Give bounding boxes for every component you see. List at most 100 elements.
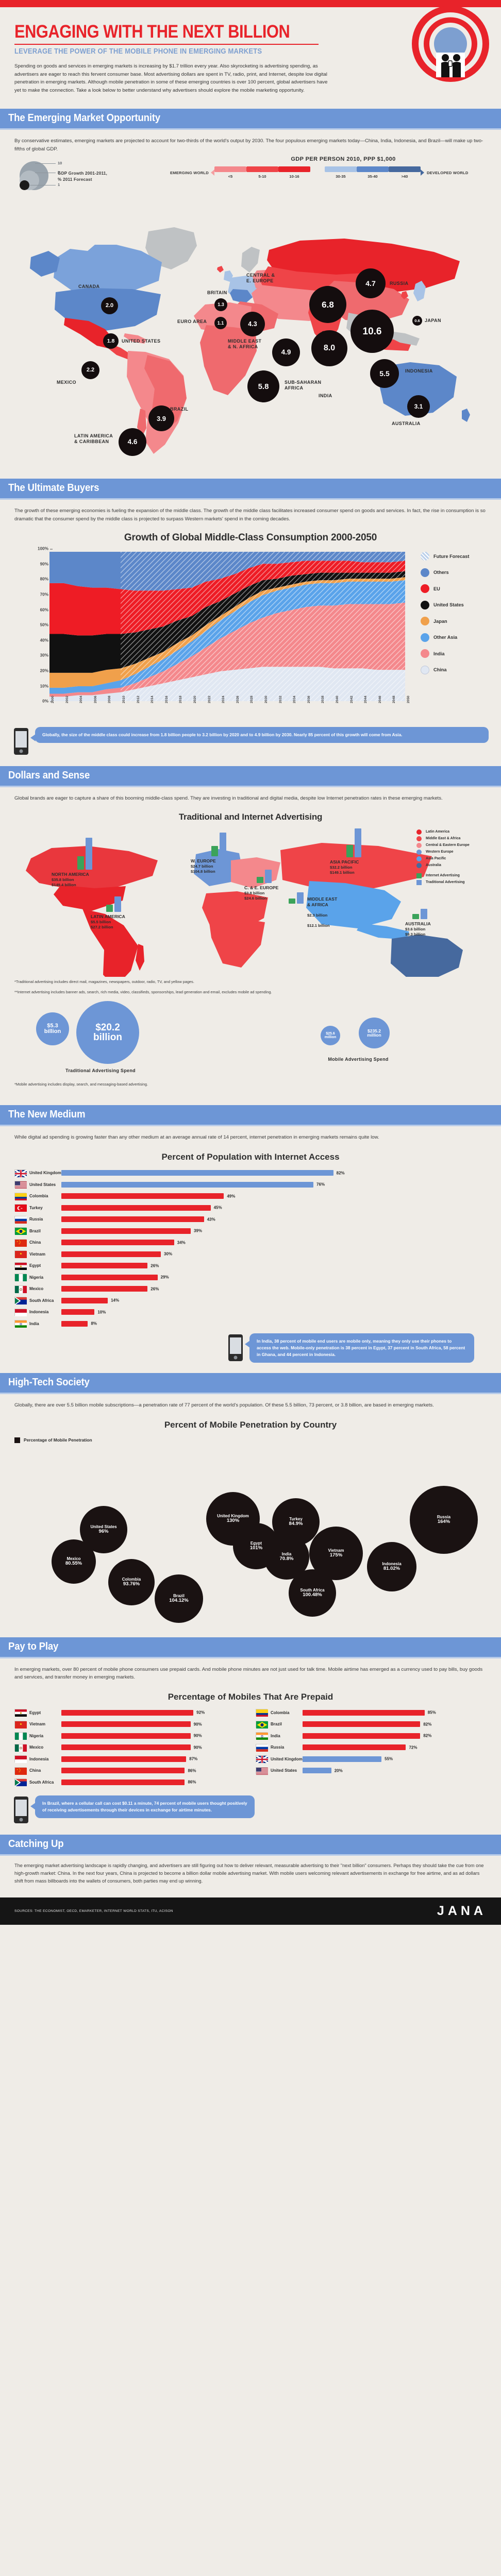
bar-fill [61,1274,158,1280]
gdp-band-30-35: 30-35 [324,166,357,179]
bar-country-label: Indonesia [29,1310,49,1315]
flag-icon-id [14,1755,27,1764]
ad-legend-western-europe: Western Europe [416,849,493,855]
developed-world-label: DEVELOPED WORLD [426,170,469,175]
legend-swatch [421,633,429,642]
legend-swatch [421,649,429,658]
bar-row: Indonesia 87% [14,1755,245,1764]
x-tick: 2020 [193,696,197,704]
developed-arrow-icon [420,170,424,176]
callout-middle-class: Globally, the size of the middle class c… [12,727,489,756]
penetration-country: Russia [437,1514,451,1519]
section-header-emerging-market: The Emerging Market Opportunity [0,109,501,130]
legend-label: Central & Eastern Europe [426,843,470,848]
flag-icon-cn [14,1767,27,1775]
flag-icon-in [256,1732,268,1740]
gdp-band-label: >40 [401,174,408,179]
bar-country-label: India [29,1321,39,1326]
flag-icon-ng [14,1732,27,1740]
x-tick: 2022 [207,696,211,704]
map-bubble-euro-area: 1.1 [214,317,227,330]
bar-country-label: United States [29,1182,56,1187]
bar-row: Russia 43% [14,1215,487,1224]
bar-fill [303,1768,331,1774]
penetration-circle-turkey: Turkey 84.9% [272,1498,320,1546]
penetration-circle-indonesia: Indonesia 81.02% [367,1541,416,1591]
bar-w-europe-internet [211,845,218,856]
map-label-mexico: MEXICO [57,380,76,385]
callout-text: In India, 38 percent of mobile end users… [245,1333,474,1363]
flag-icon-in [14,1320,27,1328]
flag-icon-eg [14,1262,27,1270]
bar-australia-internet [412,913,419,919]
x-tick: 2010 [122,696,126,704]
bar-country-label: South Africa [29,1780,54,1785]
flag-icon-ng [14,1274,27,1282]
ad-label-w-europe: W. EUROPE $24.7 billion $104.8 billion [191,858,216,874]
gdp-band-5-10: 5-10 [246,166,278,179]
ad-traditional-value: $27.2 billion [91,924,113,929]
y-tick: 50% [40,622,53,628]
x-tick: 2026 [236,696,240,704]
ad-internet-value: $35.8 billion [52,877,74,882]
prepaid-bar-charts: Egypt 92% Vietnam 90% Nigeria 90% Mexico 90% Ind… [0,1708,501,1790]
legend-swatch [416,829,422,835]
ad-traditional-value: $12.1 billion [307,923,330,928]
ad-internet-value: $24.7 billion [191,863,213,869]
flag-icon-vn [14,1250,27,1259]
penetration-value: 96% [98,1528,109,1534]
bar-row: United Kingdom 55% [256,1755,487,1764]
map-label-middle-east-africa: MIDDLE EAST & N. AFRICA [228,338,262,350]
bar-fill [61,1756,187,1762]
bar-country-label: South Africa [29,1298,54,1303]
gdp-band-label: <5 [228,174,233,179]
caption-mobile-spend: Mobile Advertising Spend [328,1057,389,1062]
legend-swatch [421,665,429,674]
x-tick: 2006 [93,696,97,704]
bar-country-label: Indonesia [29,1756,49,1761]
caption-traditional-spend: Traditional Advertising Spend [65,1068,136,1074]
legend-label: Japan [433,618,447,624]
bar-ce-europe-internet [257,876,263,883]
gdp-band-lt5: <5 [214,166,246,179]
legend-item-eu: EU [421,584,493,594]
middle-class-consumption-chart: 100% 90% 80% 70% 60% 50% 40% 30% 20% 10%… [0,547,501,724]
ad-region-name: C. & E. EUROPE [244,885,279,890]
bar-row: China 86% [14,1766,245,1775]
map-bubble-middle-east: 4.9 [272,338,300,367]
legend-item-future-forecast: Future Forecast [421,552,493,561]
ad-region-name: NORTH AMERICA [52,871,89,877]
bar-country-label: Russia [271,1745,285,1750]
x-tick: 2044 [364,696,368,704]
bar-track: 86% [61,1779,245,1785]
bar-latin-america-internet [106,904,113,912]
gdp-band-label: 5-10 [258,174,266,179]
bar-asia-pacific-traditional [355,828,361,857]
flag-icon-cn [14,1239,27,1247]
ad-map-shapes [26,842,463,987]
ad-internet-value: $32.2 billion [330,865,353,870]
bar-country-label: Colombia [271,1710,290,1715]
bar-track: 34% [61,1240,487,1246]
flag-icon-za [14,1778,27,1787]
legend-swatch [421,584,429,594]
ad-traditional-value: $104.8 billion [191,869,215,874]
map-bubble-central-e-europe: 4.3 [240,312,265,337]
sources-text: SOURCES: THE ECONOMIST, OECD, EMARKETER,… [14,1909,173,1913]
bar-track: 87% [61,1756,245,1762]
bar-country-label: China [29,1240,41,1245]
map-bubble-united-states: 1.8 [103,333,119,349]
footnote-traditional: *Traditional advertising includes direct… [14,979,194,984]
bar-row: Vietnam 30% [14,1250,487,1259]
bar-track: 92% [61,1709,245,1716]
bar-value: 26% [151,1263,159,1268]
legend-label: Percentage of Mobile Penetration [24,1437,92,1443]
bubble-size-key: 10 5 1 GDP Growth 2001-2011, % 2011 Fore… [18,159,131,195]
x-tick: 2042 [349,696,354,704]
penetration-country: Brazil [173,1593,185,1598]
bar-fill [61,1193,224,1199]
brand-logo: JANA [437,1903,487,1918]
flag-icon-co [14,1192,27,1200]
emerging-world-label: EMERGING WORLD [170,170,209,175]
legend-item-china: China [421,665,493,674]
